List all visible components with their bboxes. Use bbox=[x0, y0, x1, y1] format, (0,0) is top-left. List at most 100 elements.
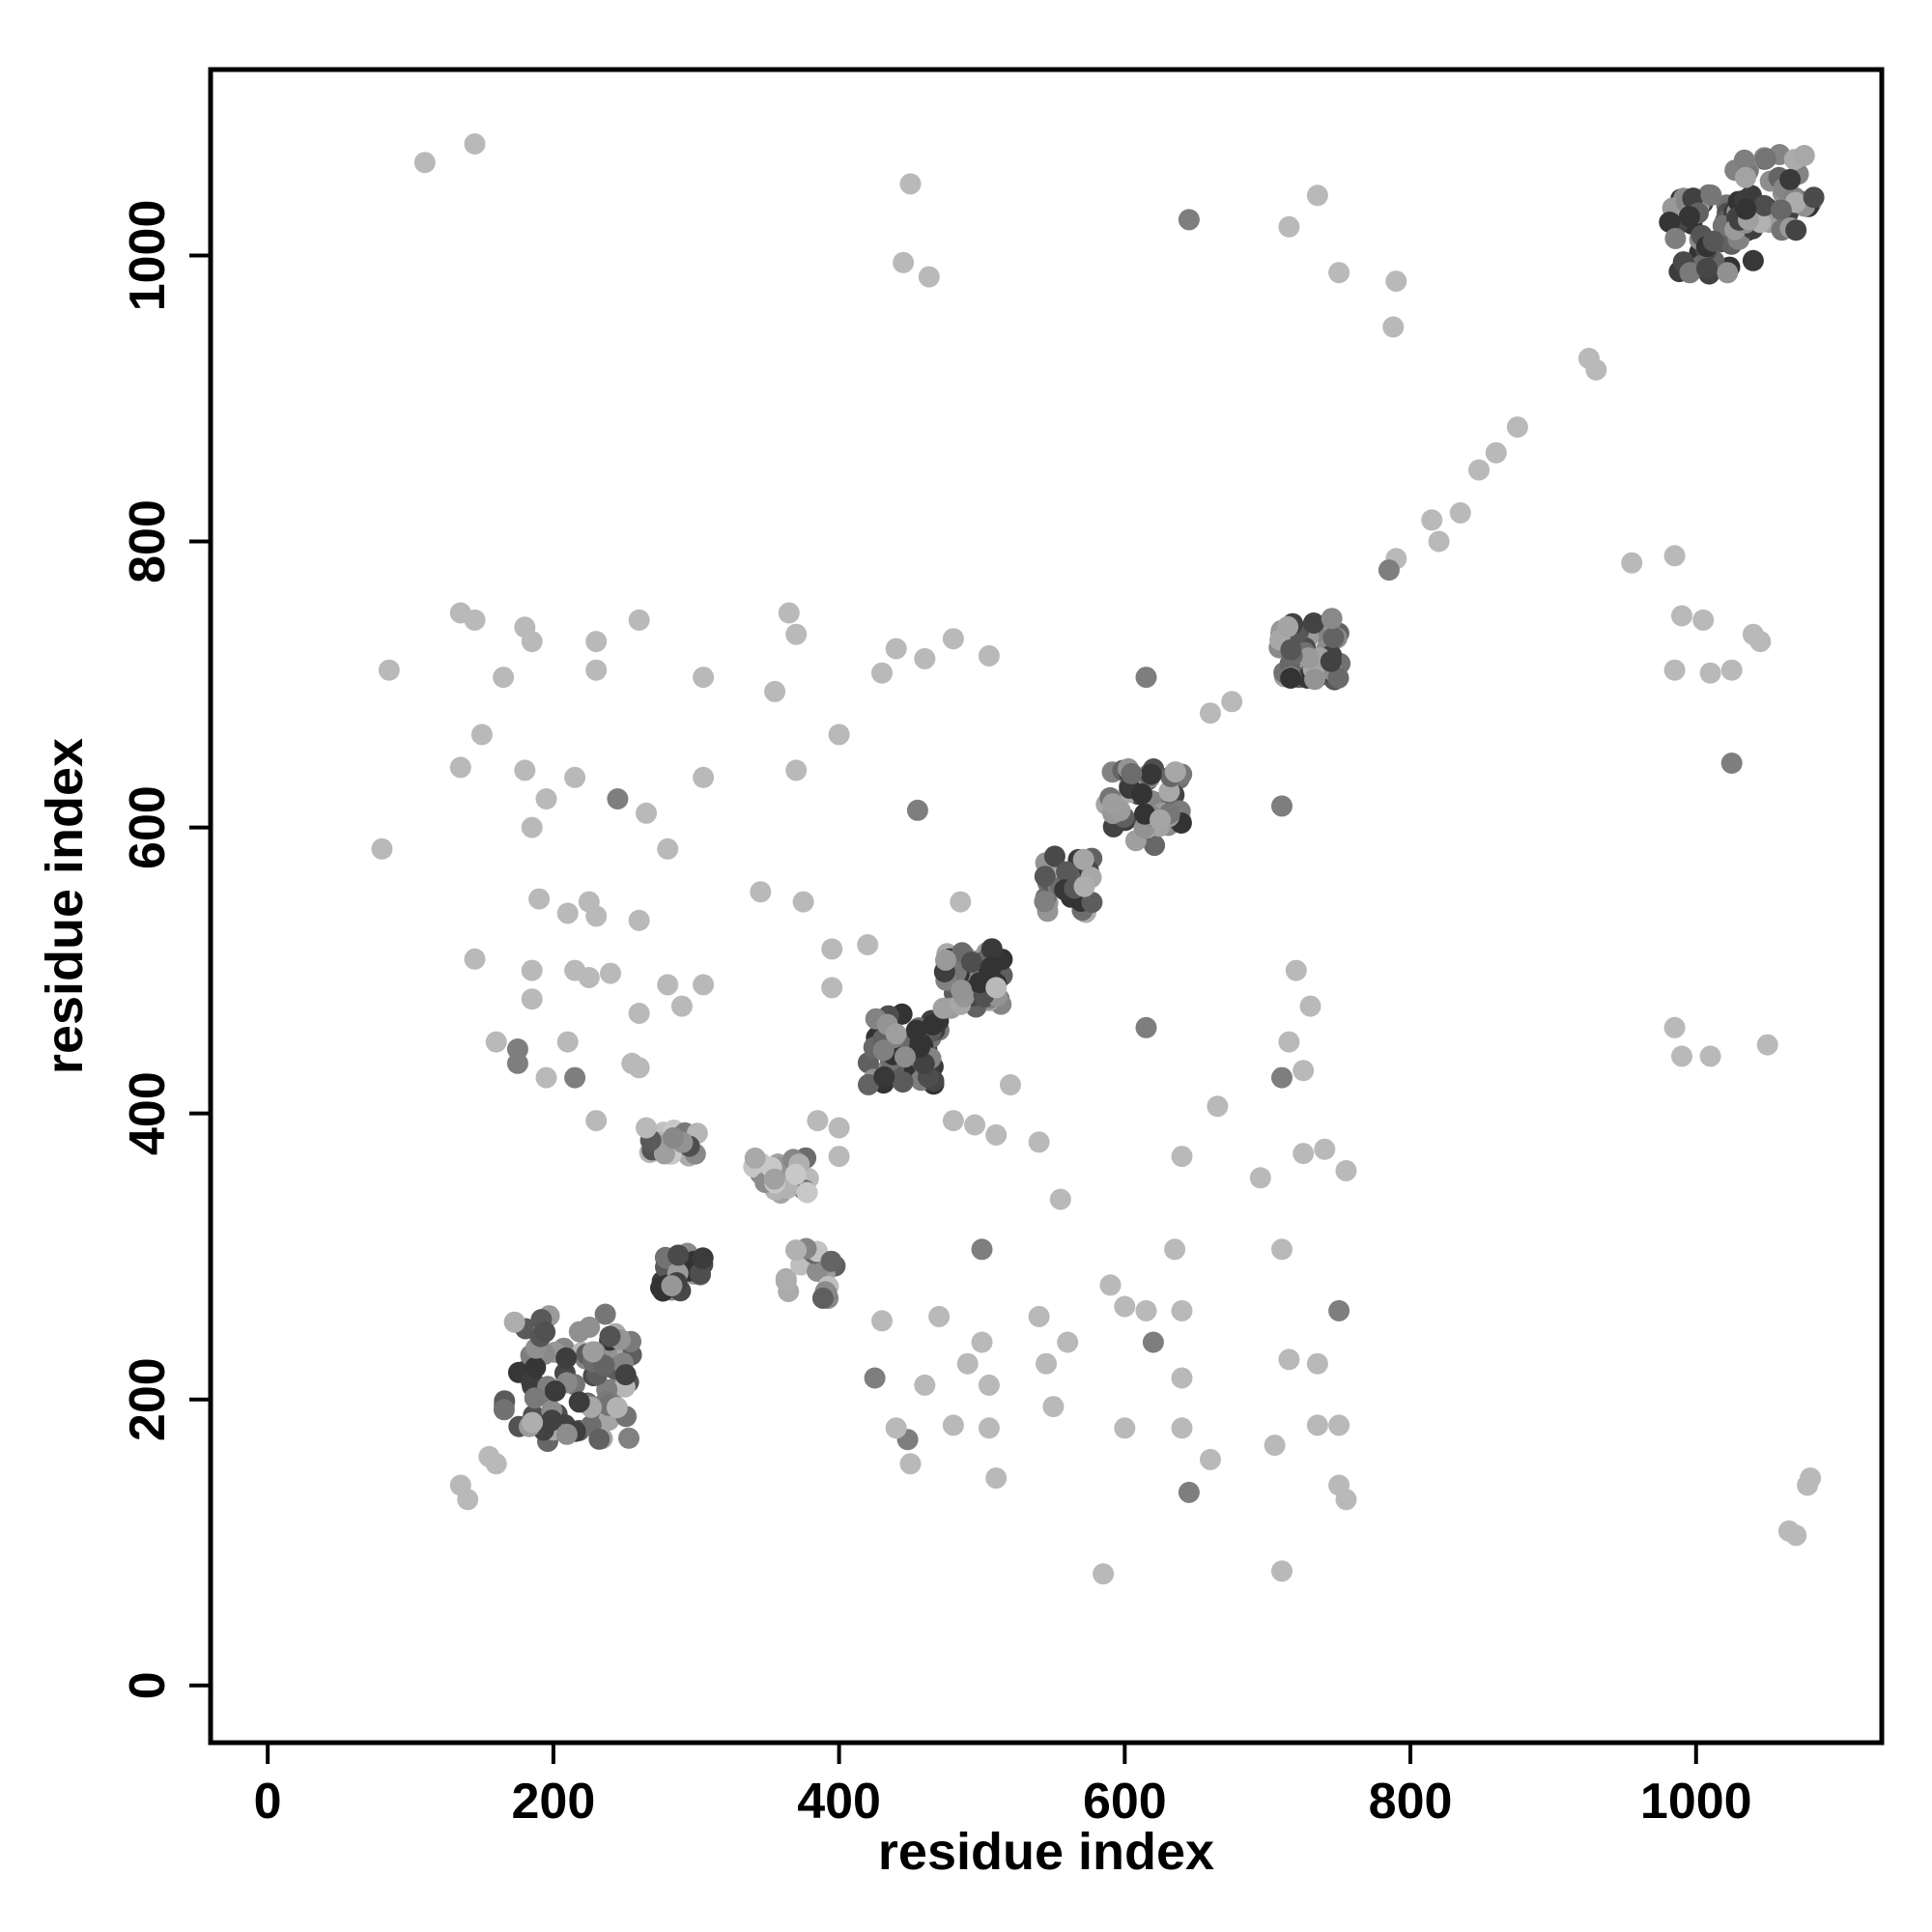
data-point bbox=[521, 631, 543, 653]
data-point bbox=[821, 977, 843, 999]
data-point bbox=[371, 838, 393, 860]
data-point bbox=[1057, 1331, 1079, 1353]
data-point bbox=[971, 1331, 993, 1353]
x-tick-label: 0 bbox=[254, 1774, 282, 1830]
data-point bbox=[928, 1305, 951, 1327]
data-point bbox=[914, 1374, 936, 1396]
data-point bbox=[1271, 1066, 1293, 1089]
x-axis-title: residue index bbox=[878, 1823, 1214, 1881]
data-point bbox=[784, 1163, 807, 1185]
data-point bbox=[858, 1073, 879, 1095]
data-point bbox=[1280, 639, 1302, 661]
data-point bbox=[599, 1325, 621, 1348]
data-point bbox=[1797, 1474, 1819, 1496]
data-point bbox=[1468, 459, 1490, 481]
data-point bbox=[556, 902, 579, 924]
data-point bbox=[1506, 416, 1528, 439]
data-point bbox=[1142, 1331, 1164, 1353]
x-tick-label: 200 bbox=[511, 1774, 595, 1830]
y-tick-label: 0 bbox=[120, 1671, 176, 1699]
data-point bbox=[600, 962, 621, 984]
data-point bbox=[606, 1397, 628, 1419]
data-point bbox=[1271, 1238, 1293, 1261]
data-point bbox=[485, 1453, 507, 1475]
data-point bbox=[1200, 1448, 1221, 1470]
data-point bbox=[1679, 262, 1701, 284]
data-point bbox=[1121, 762, 1143, 784]
data-point bbox=[971, 1238, 993, 1261]
data-point bbox=[950, 891, 972, 913]
data-point bbox=[556, 1031, 579, 1053]
data-point bbox=[864, 1367, 886, 1389]
data-point bbox=[585, 905, 608, 927]
data-point bbox=[885, 1417, 907, 1439]
data-point bbox=[893, 251, 915, 273]
data-point bbox=[978, 1417, 1000, 1439]
data-point bbox=[1171, 1417, 1193, 1439]
data-point bbox=[661, 1275, 683, 1296]
y-axis-title: residue index bbox=[36, 738, 94, 1074]
data-point bbox=[449, 756, 471, 779]
data-point bbox=[956, 1352, 979, 1375]
data-point bbox=[922, 1013, 944, 1036]
data-point bbox=[1720, 753, 1743, 774]
data-point bbox=[1664, 227, 1687, 249]
data-point bbox=[493, 1399, 515, 1421]
data-point bbox=[636, 802, 657, 824]
data-point bbox=[1164, 1238, 1186, 1261]
x-tick-label: 400 bbox=[797, 1774, 881, 1830]
data-point bbox=[1150, 809, 1171, 831]
data-point bbox=[1749, 631, 1772, 653]
data-point bbox=[871, 1310, 893, 1332]
data-point bbox=[821, 938, 843, 960]
data-point bbox=[1320, 650, 1342, 672]
data-point bbox=[693, 766, 715, 788]
data-point bbox=[1293, 1060, 1315, 1082]
data-point bbox=[1081, 892, 1103, 914]
data-point bbox=[1178, 1481, 1200, 1503]
data-point bbox=[885, 638, 907, 660]
data-point bbox=[534, 1321, 556, 1343]
data-point bbox=[521, 959, 543, 981]
data-point bbox=[1093, 1563, 1115, 1585]
data-point bbox=[464, 133, 486, 155]
data-point bbox=[1140, 763, 1162, 785]
data-point bbox=[1742, 249, 1764, 271]
data-point bbox=[1271, 1560, 1293, 1582]
x-tick-label: 1000 bbox=[1640, 1774, 1752, 1830]
data-point bbox=[1678, 206, 1700, 228]
data-point bbox=[980, 956, 1002, 979]
data-point bbox=[1036, 1352, 1057, 1375]
data-point bbox=[932, 997, 954, 1019]
data-point bbox=[1449, 501, 1471, 524]
data-point bbox=[541, 1409, 563, 1432]
data-point bbox=[873, 1065, 895, 1088]
data-point bbox=[1314, 1138, 1336, 1160]
data-point bbox=[585, 659, 608, 681]
data-point bbox=[906, 799, 928, 821]
data-point bbox=[1130, 782, 1152, 805]
data-point bbox=[636, 1117, 657, 1139]
data-point bbox=[594, 1303, 616, 1325]
data-point bbox=[1321, 608, 1343, 630]
data-point bbox=[1164, 761, 1186, 783]
data-point bbox=[378, 659, 400, 681]
data-point bbox=[1735, 166, 1756, 188]
data-point bbox=[1699, 662, 1721, 684]
y-axis: 0 200 400 600 800 1000 bbox=[120, 200, 211, 1699]
data-point bbox=[1042, 1396, 1065, 1418]
data-point bbox=[1733, 149, 1755, 171]
data-point bbox=[969, 972, 991, 994]
data-point bbox=[785, 759, 808, 781]
data-point bbox=[1659, 212, 1681, 233]
data-point bbox=[1264, 1435, 1286, 1457]
data-point bbox=[828, 724, 850, 746]
data-point bbox=[1114, 1295, 1136, 1318]
data-point bbox=[1101, 793, 1123, 815]
data-point bbox=[1056, 861, 1078, 883]
data-point bbox=[885, 1023, 907, 1045]
data-point bbox=[1803, 186, 1825, 209]
data-point bbox=[1385, 270, 1407, 293]
data-point bbox=[693, 667, 715, 689]
data-point bbox=[618, 1427, 639, 1449]
